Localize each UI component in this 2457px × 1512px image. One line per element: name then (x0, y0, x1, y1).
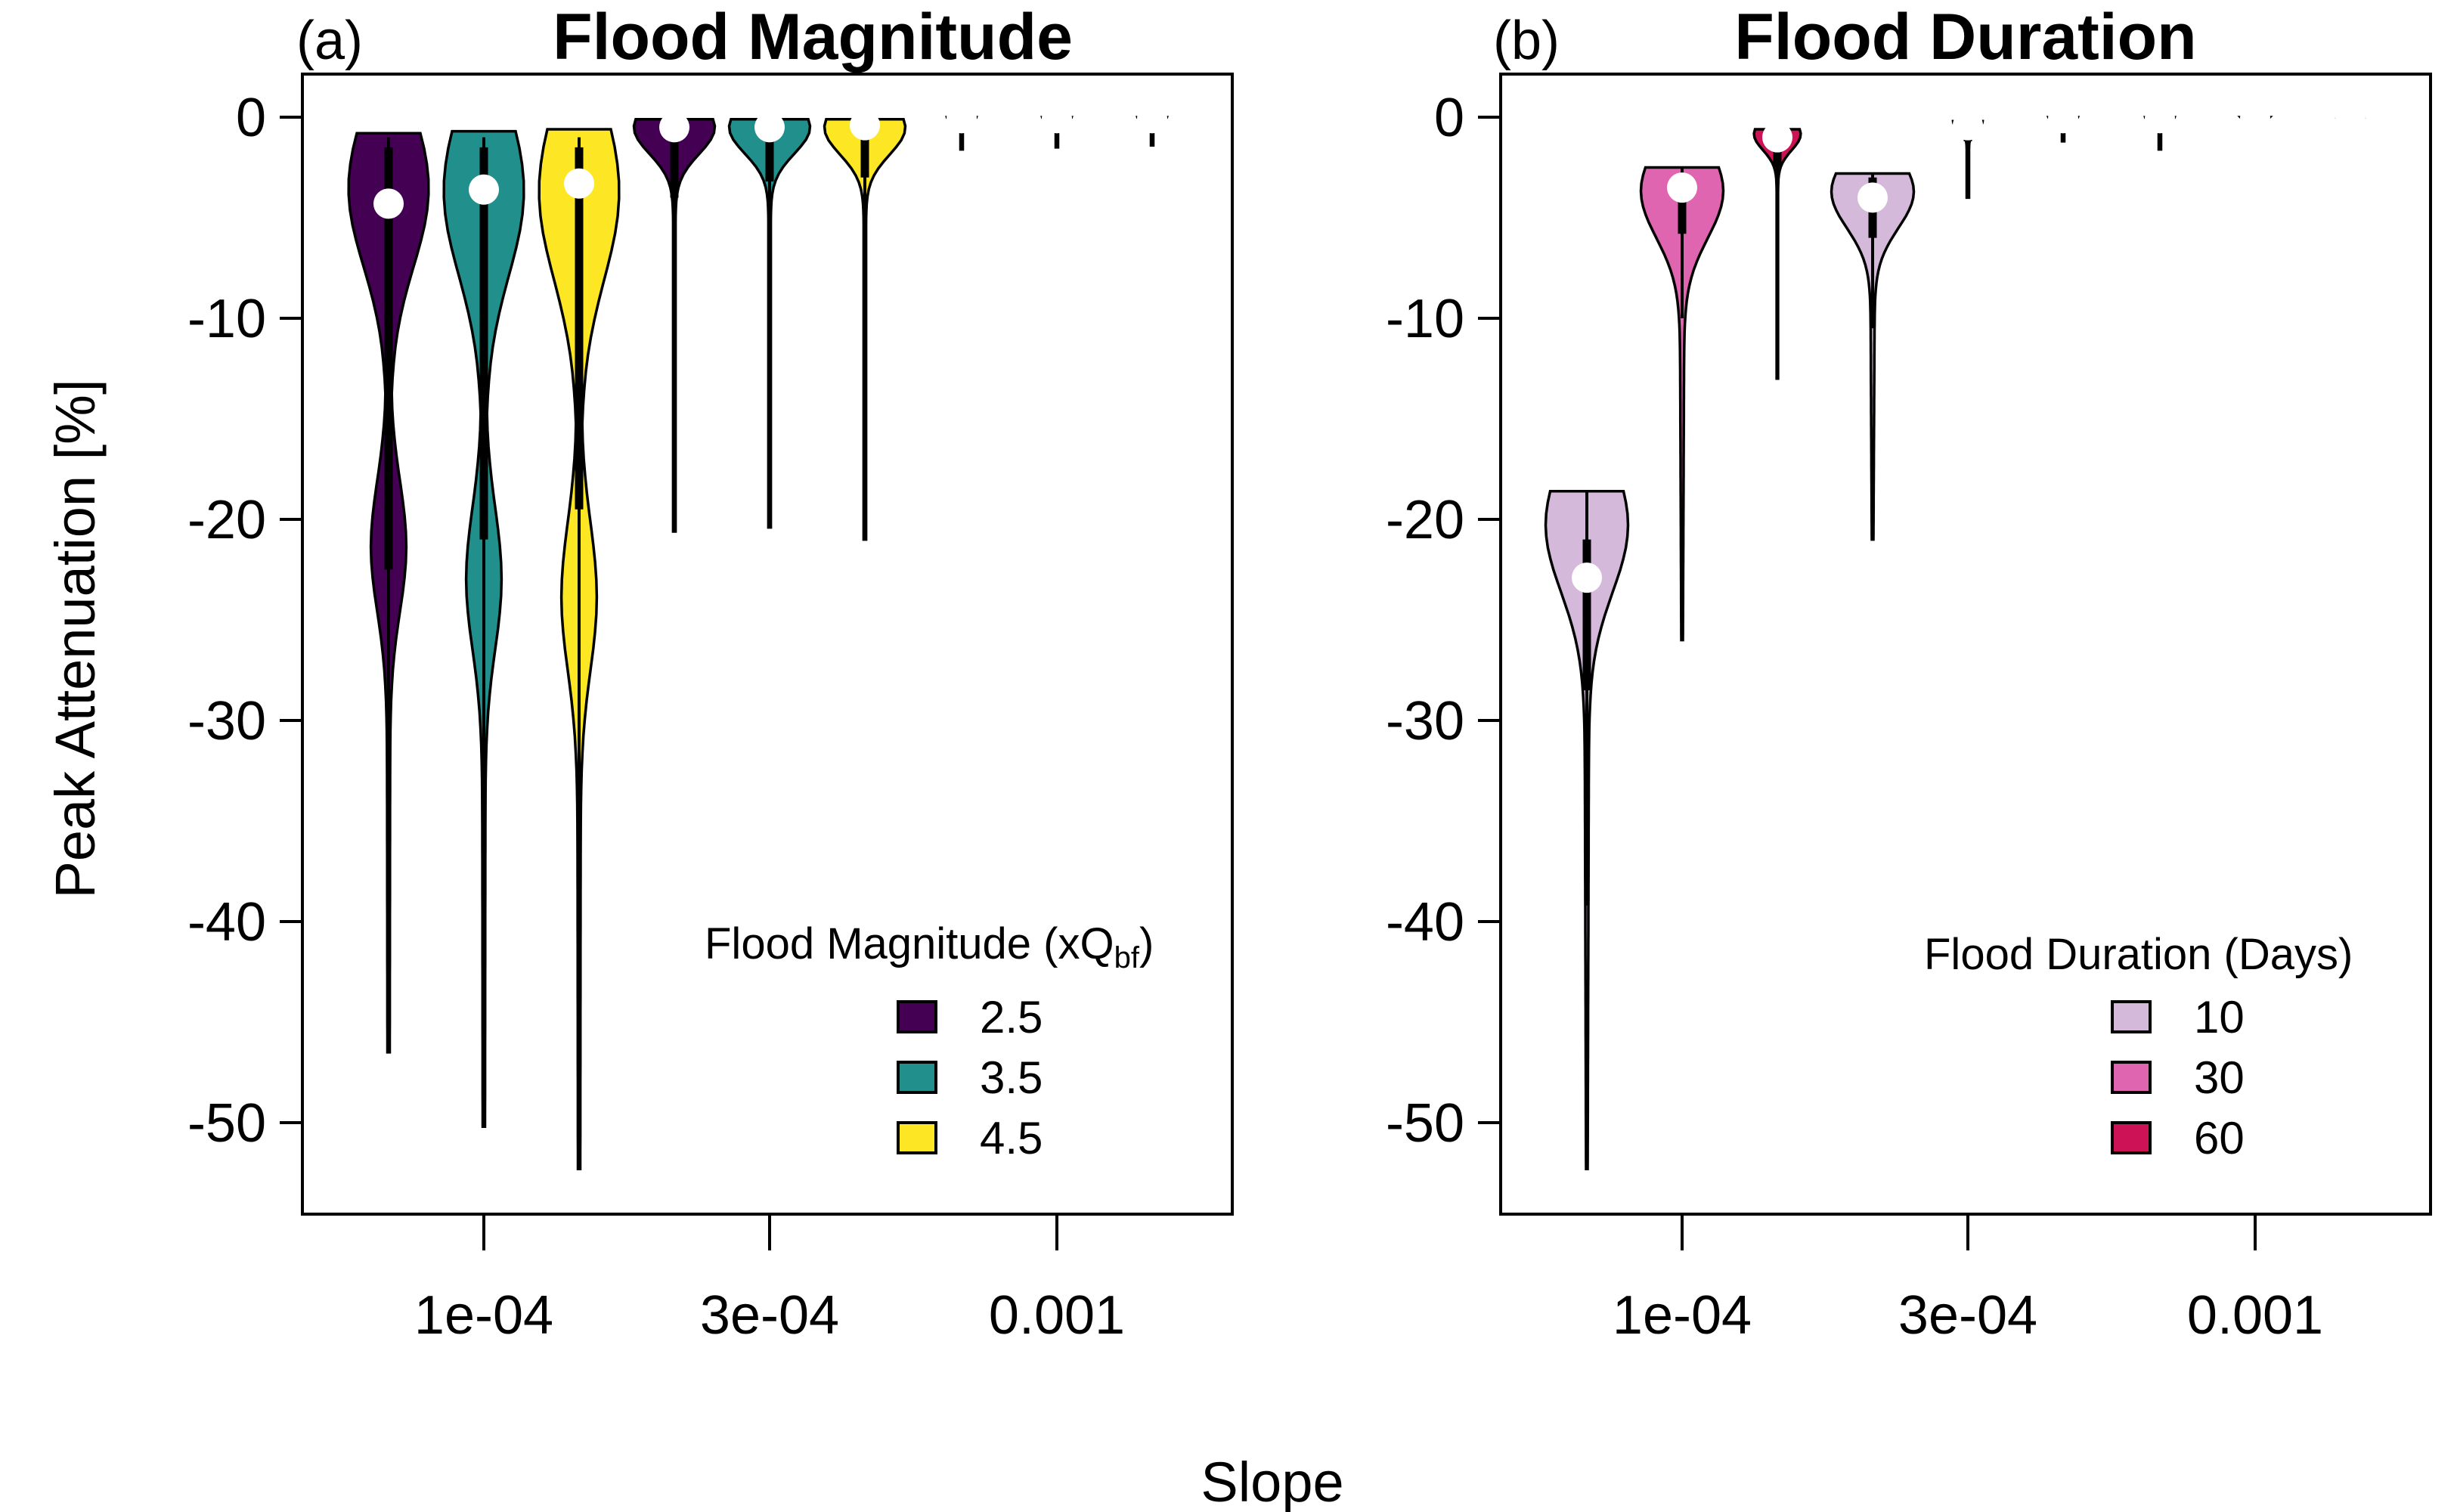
violin-median-dot (1857, 182, 1888, 213)
legend-label-2.5: 2.5 (980, 992, 1043, 1043)
legend-swatch-2.5 (897, 1000, 937, 1033)
panel-a-y-axis: 0 -10 -20 -30 -40 -50 (187, 88, 302, 1154)
panel-a-legend-title: Flood Magnitude (xQbf) (705, 919, 1154, 974)
y-tick-label: -50 (1386, 1093, 1464, 1154)
y-tick-label: -30 (1386, 691, 1464, 751)
panel-a-title: Flood Magnitude (553, 1, 1073, 73)
legend-label-60: 60 (2194, 1113, 2245, 1163)
legend-swatch-4.5 (897, 1121, 937, 1154)
violin-median-dot (1953, 110, 1983, 141)
y-tick-label: 0 (236, 88, 266, 148)
y-tick-label: -50 (187, 1093, 266, 1154)
violin-1e-04-30 (1639, 166, 1725, 642)
panel-a-violins (347, 103, 1169, 1170)
x-tick-label: 3e-04 (700, 1285, 839, 1346)
panel-flood-duration: (b) Flood Duration 0 -10 -20 -30 -40 -50 1e-0… (1386, 1, 2432, 1346)
violin-3e-04-10 (1830, 172, 1916, 541)
panel-b-title: Flood Duration (1734, 1, 2196, 73)
panel-b-label: (b) (1493, 11, 1560, 71)
panel-b-x-axis: 1e-04 3e-04 0.001 (1613, 1214, 2323, 1346)
violin-median-dot (1667, 172, 1697, 203)
violin-median-dot (659, 112, 689, 143)
violin-median-dot (469, 174, 499, 205)
violin-median-dot (1572, 562, 1602, 593)
y-tick-label: -40 (187, 892, 266, 953)
x-tick-label: 1e-04 (1613, 1285, 1752, 1346)
panel-a-legend-title-sub: bf (1114, 941, 1140, 974)
y-tick-label: -30 (187, 691, 266, 751)
violin-median-dot (1762, 122, 1792, 153)
panel-b-legend: Flood Duration (Days) 10 30 60 (1924, 930, 2353, 1163)
legend-swatch-3.5 (897, 1061, 937, 1094)
panel-b-violins (1544, 102, 2366, 1170)
x-tick-label: 1e-04 (414, 1285, 553, 1346)
panel-a-x-axis: 1e-04 3e-04 0.001 (414, 1214, 1125, 1346)
panel-a-label: (a) (296, 11, 363, 71)
panel-a-legend-title-end: ) (1139, 919, 1154, 968)
violin-median-dot (1137, 103, 1167, 134)
violin-median-dot (947, 103, 977, 134)
y-tick-label: -10 (187, 289, 266, 349)
panel-b-legend-title: Flood Duration (Days) (1924, 930, 2353, 979)
panel-a-legend-title-main: Flood Magnitude (xQ (705, 919, 1114, 968)
x-tick-label: 0.001 (2187, 1285, 2323, 1346)
panel-a-legend: Flood Magnitude (xQbf) 2.5 3.5 4.5 (705, 919, 1154, 1163)
violin-median-dot (754, 112, 785, 143)
panel-flood-magnitude: (a) Flood Magnitude 0 -10 -20 -30 -40 -50 1e-… (187, 1, 1234, 1346)
legend-label-30: 30 (2194, 1052, 2245, 1103)
violin-1e-04-60 (1752, 128, 1802, 380)
y-tick-label: -20 (1386, 490, 1464, 550)
y-tick-label: -10 (1386, 289, 1464, 349)
y-axis-label: Peak Attenuation [%] (44, 379, 107, 898)
violin-median-dot (850, 110, 880, 141)
y-tick-label: -40 (1386, 892, 1464, 953)
violin-median-dot (2048, 103, 2078, 134)
panel-b-y-axis: 0 -10 -20 -30 -40 -50 (1386, 88, 1501, 1154)
panel-a-plot-frame (301, 73, 1234, 1216)
legend-label-3.5: 3.5 (980, 1052, 1043, 1103)
y-tick-label: -20 (187, 490, 266, 550)
x-tick-label: 3e-04 (1898, 1285, 2037, 1346)
violin-median-dot (564, 168, 594, 199)
x-axis-label: Slope (1201, 1451, 1343, 1512)
violin-median-dot (373, 188, 404, 219)
legend-label-10: 10 (2194, 992, 2245, 1043)
x-tick-label: 0.001 (989, 1285, 1125, 1346)
legend-label-4.5: 4.5 (980, 1113, 1043, 1163)
violin-median-dot (2335, 102, 2366, 133)
y-tick-label: 0 (1434, 88, 1464, 148)
legend-swatch-10 (2111, 1000, 2152, 1033)
violin-median-dot (1042, 103, 1072, 134)
violin-median-dot (2145, 103, 2175, 134)
violin-median-dot (2240, 102, 2270, 133)
panel-b-plot-frame (1499, 73, 2432, 1216)
legend-swatch-60 (2111, 1121, 2152, 1154)
legend-swatch-30 (2111, 1061, 2152, 1094)
